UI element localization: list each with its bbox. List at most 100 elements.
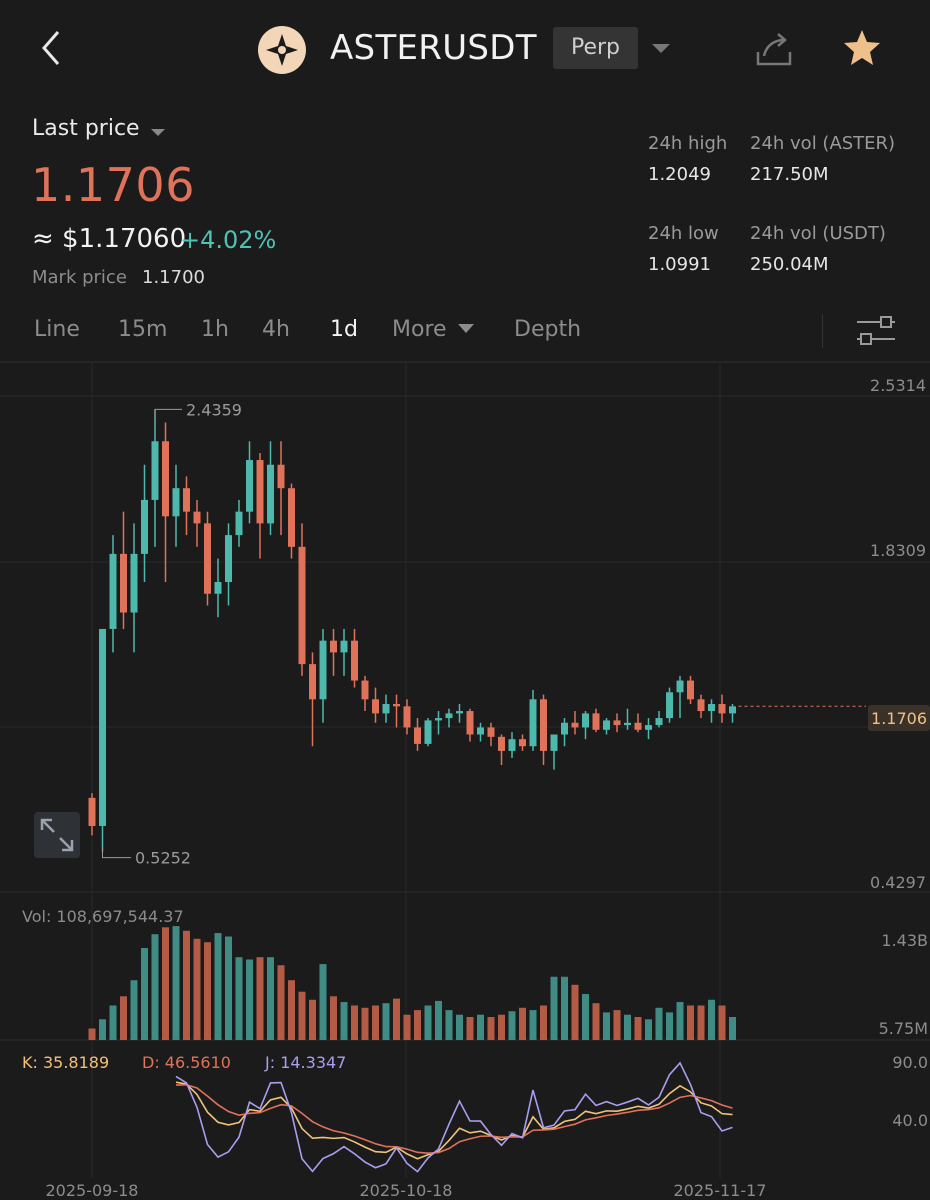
tab-depth[interactable]: Depth	[514, 317, 582, 342]
candle	[382, 694, 390, 723]
tab-15m[interactable]: 15m	[118, 317, 168, 342]
last-price-label[interactable]: Last price	[32, 116, 140, 141]
share-icon[interactable]	[752, 26, 796, 70]
high-24h-label: 24h high	[648, 133, 728, 154]
candle	[256, 453, 264, 559]
candle-body	[267, 464, 274, 524]
candle-body	[634, 722, 642, 730]
candle	[99, 628, 106, 852]
volume-label: Vol: 108,697,544.37	[22, 907, 184, 926]
volume-axis-bottom: 5.75M	[879, 1019, 928, 1038]
volume-bar	[498, 1014, 505, 1040]
max-price-annotation: 2.4359	[186, 400, 242, 419]
expand-chart-icon[interactable]	[34, 812, 80, 858]
candle	[697, 694, 705, 719]
volume-axis-top: 1.43B	[881, 931, 928, 950]
volume-bar	[288, 980, 295, 1040]
candle-body	[540, 699, 547, 751]
tab-line[interactable]: Line	[34, 317, 80, 342]
candle	[183, 476, 190, 536]
volume-bar	[477, 1014, 484, 1040]
tab-1d[interactable]: 1d	[330, 317, 358, 342]
candle	[487, 722, 495, 747]
usd-price-value: ≈ $1.17060	[32, 224, 187, 254]
candle	[477, 722, 484, 742]
volume-bar	[246, 959, 253, 1040]
candle-body	[319, 640, 327, 700]
candle-body	[235, 511, 243, 536]
candle	[319, 628, 327, 723]
candle-body	[666, 692, 673, 719]
candle	[225, 523, 232, 606]
candle	[466, 708, 474, 742]
candle-body	[361, 680, 369, 700]
high-24h-value: 1.2049	[648, 164, 711, 185]
volume-bar	[309, 999, 316, 1040]
candle	[277, 441, 285, 536]
candle	[204, 511, 211, 606]
more-caret-icon[interactable]	[458, 324, 474, 333]
volume-bar	[666, 1012, 673, 1040]
tab-more[interactable]: More	[392, 317, 447, 342]
volume-bar	[267, 957, 274, 1040]
volume-bar	[634, 1017, 642, 1040]
candle-body	[382, 704, 390, 714]
volume-bar	[466, 1017, 474, 1040]
tabs-divider	[822, 314, 823, 348]
candle-body	[676, 680, 684, 693]
candle-body	[204, 523, 211, 594]
volume-bar	[687, 1005, 694, 1040]
candle-body	[130, 553, 138, 613]
aster-logo-icon	[258, 26, 306, 74]
candle	[613, 713, 621, 733]
volume-bar	[592, 1003, 600, 1040]
candle	[172, 464, 180, 547]
candle-body	[88, 797, 96, 826]
symbol-dropdown-caret-icon[interactable]	[652, 44, 670, 53]
candle	[246, 441, 253, 524]
max-callout-line	[154, 408, 182, 422]
candle	[435, 711, 442, 735]
candle	[88, 793, 96, 836]
candle	[718, 694, 726, 723]
min-price-annotation: 0.5252	[135, 849, 191, 868]
tab-1h[interactable]: 1h	[201, 317, 229, 342]
volume-bar	[508, 1011, 516, 1040]
volume-bar	[519, 1007, 526, 1040]
star-icon[interactable]	[840, 26, 884, 70]
candle	[372, 687, 379, 723]
candle	[687, 675, 694, 705]
chart-settings-icon[interactable]	[855, 312, 897, 348]
last-price-caret-icon[interactable]	[151, 129, 165, 136]
candle-body	[403, 706, 411, 728]
kdj-axis-top: 90.0	[892, 1053, 928, 1072]
vol-usdt-label: 24h vol (USDT)	[750, 223, 886, 244]
volume-bar	[655, 1007, 663, 1040]
mark-price-value: 1.1700	[142, 267, 205, 288]
back-chevron-icon[interactable]	[34, 26, 70, 70]
candle-body	[624, 722, 631, 726]
symbol-title[interactable]: ASTERUSDT	[330, 28, 537, 68]
vol-aster-value: 217.50M	[750, 164, 829, 185]
candle	[592, 708, 600, 733]
candle-body	[445, 713, 453, 719]
volume-bar	[393, 998, 400, 1040]
volume-bar	[88, 1028, 96, 1040]
volume-bar	[718, 1005, 726, 1040]
candle-body	[435, 718, 442, 721]
candle-body	[498, 736, 505, 751]
last-price-value: 1.1706	[31, 158, 195, 212]
volume-bar	[582, 994, 589, 1040]
volume-bar	[141, 948, 148, 1040]
candle	[130, 523, 138, 653]
price-change-percent: +4.02%	[180, 226, 277, 254]
volume-bar	[172, 926, 180, 1040]
tab-4h[interactable]: 4h	[262, 317, 290, 342]
candle-body	[256, 460, 264, 524]
candle	[235, 499, 243, 547]
candle-body	[729, 706, 736, 714]
candle-body	[582, 713, 589, 728]
candle-body	[340, 640, 348, 653]
volume-bar	[109, 1005, 117, 1040]
